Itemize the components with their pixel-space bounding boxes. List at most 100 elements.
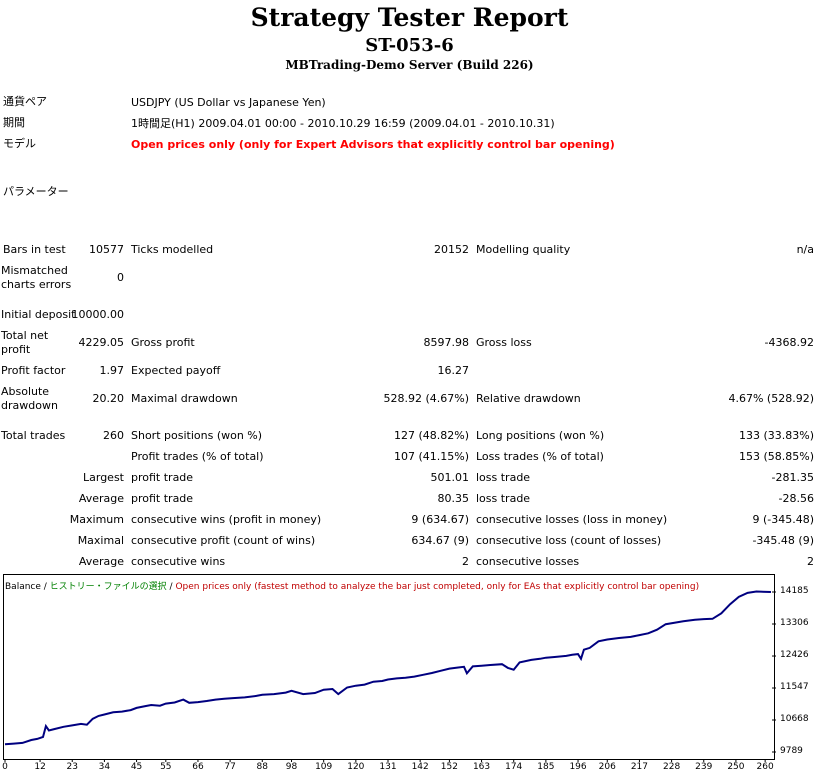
net-profit-label-1: Total net	[1, 329, 49, 342]
balance-chart-plot	[4, 590, 776, 762]
short-positions-label: Short positions (won %)	[131, 429, 263, 442]
x-tick-label: 55	[160, 762, 172, 772]
profit-factor-label: Profit factor	[1, 364, 66, 377]
avg-consecutive-losses-label: consecutive losses	[476, 555, 580, 568]
x-tick-label: 77	[224, 762, 236, 772]
mismatch-label-1: Mismatched	[1, 264, 68, 277]
max-consecutive-losses-value: 9 (-345.48)	[752, 513, 814, 526]
profit-trades-label: Profit trades (% of total)	[131, 450, 264, 463]
x-tick-label: 260	[756, 762, 774, 772]
absolute-drawdown-label-2: drawdown	[1, 399, 58, 412]
chart-legend: Balance / ヒストリー・ファイルの選択 / Open prices on…	[5, 579, 699, 592]
x-tick-label: 120	[347, 762, 365, 772]
long-positions-label: Long positions (won %)	[476, 429, 605, 442]
maximum-label: Maximum	[69, 513, 124, 526]
x-tick-label: 142	[411, 762, 429, 772]
max-consecutive-wins-label: consecutive wins (profit in money)	[131, 513, 322, 526]
legend-balance: Balance	[5, 582, 41, 592]
report-subtitle: ST-053-6	[365, 35, 454, 56]
maximal-consecutive-loss-label: consecutive loss (count of losses)	[476, 534, 662, 547]
x-tick-label: 88	[256, 762, 269, 772]
period-label: 期間	[3, 116, 25, 129]
parameters-label: パラメーター	[3, 185, 69, 198]
x-tick-label: 206	[598, 762, 616, 772]
largest-profit-value: 501.01	[430, 471, 470, 484]
legend-separator-2: /	[166, 582, 176, 592]
average-profit-value: 80.35	[437, 492, 470, 505]
total-trades-value: 260	[103, 429, 124, 442]
bars-value: 10577	[89, 243, 124, 256]
avg-consecutive-losses-value: 2	[807, 555, 814, 568]
largest-profit-label: profit trade	[131, 471, 194, 484]
absolute-drawdown-label-1: Absolute	[1, 385, 50, 398]
loss-trades-label: Loss trades (% of total)	[476, 450, 604, 463]
largest-loss-label: loss trade	[476, 471, 531, 484]
balance-chart	[3, 574, 775, 760]
relative-drawdown-label: Relative drawdown	[476, 392, 581, 405]
x-tick-label: 174	[505, 762, 523, 772]
x-tick-label: 185	[537, 762, 555, 772]
gross-profit-label: Gross profit	[131, 336, 195, 349]
ticks-label: Ticks modelled	[131, 243, 214, 256]
maximal-drawdown-value: 528.92 (4.67%)	[383, 392, 469, 405]
symbol-label: 通貨ペア	[3, 95, 47, 108]
legend-separator-1: /	[40, 582, 50, 592]
x-tick-label: 131	[379, 762, 397, 772]
x-tick-label: 109	[315, 762, 333, 772]
x-tick-label: 45	[130, 762, 143, 772]
avg-consecutive-wins-label: consecutive wins	[131, 555, 226, 568]
avg-consecutive-wins-value: 2	[462, 555, 469, 568]
mismatch-label-2: charts errors	[1, 278, 72, 291]
maximal-drawdown-label: Maximal drawdown	[131, 392, 238, 405]
gross-loss-value: -4368.92	[764, 336, 814, 349]
average-loss-value: -28.56	[778, 492, 814, 505]
y-tick-label: 13306	[780, 617, 809, 628]
quality-label: Modelling quality	[476, 243, 571, 256]
relative-drawdown-value: 4.67% (528.92)	[728, 392, 814, 405]
gross-loss-label: Gross loss	[476, 336, 532, 349]
legend-history: ヒストリー・ファイルの選択	[49, 582, 167, 592]
ticks-value: 20152	[434, 243, 469, 256]
net-profit-label-2: profit	[1, 343, 31, 356]
x-tick-label: 0	[2, 762, 8, 772]
maximal-consecutive-profit-value: 634.67 (9)	[411, 534, 469, 547]
balance-line	[4, 590, 772, 746]
maximal-consecutive-loss-value: -345.48 (9)	[752, 534, 814, 547]
expected-payoff-value: 16.27	[437, 364, 470, 377]
mismatch-value: 0	[117, 271, 124, 284]
y-tick-label: 9789	[780, 746, 803, 756]
x-tick-label: 23	[66, 762, 78, 772]
expected-payoff-label: Expected payoff	[131, 364, 221, 377]
absolute-drawdown-value: 20.20	[92, 392, 125, 405]
maximal-label: Maximal	[77, 534, 124, 547]
y-tick-label: 14185	[780, 586, 809, 596]
largest-loss-value: -281.35	[771, 471, 814, 484]
average-loss-label: loss trade	[476, 492, 531, 505]
x-tick-label: 66	[192, 762, 204, 772]
max-consecutive-losses-label: consecutive losses (loss in money)	[476, 513, 668, 526]
average-label: Average	[78, 492, 124, 505]
x-tick-label: 228	[663, 762, 681, 772]
deposit-value: 10000.00	[71, 308, 125, 321]
y-tick-label: 11547	[780, 682, 809, 692]
x-tick-label: 217	[630, 762, 649, 772]
loss-trades-value: 153 (58.85%)	[738, 450, 814, 463]
average-consecutive-label: Average	[78, 555, 124, 568]
largest-label: Largest	[83, 471, 124, 484]
y-tick-label: 12426	[780, 650, 809, 661]
symbol-value: USDJPY (US Dollar vs Japanese Yen)	[131, 96, 326, 109]
profit-factor-value: 1.97	[99, 364, 125, 377]
profit-trades-value: 107 (41.15%)	[393, 450, 469, 463]
x-tick-label: 34	[98, 762, 111, 772]
x-tick-label: 12	[34, 762, 46, 772]
model-value: Open prices only (only for Expert Adviso…	[131, 138, 615, 151]
y-tick-label: 10668	[780, 714, 809, 724]
bars-label: Bars in test	[3, 243, 66, 256]
x-tick-label: 98	[285, 762, 298, 772]
average-profit-label: profit trade	[131, 492, 194, 505]
quality-value: n/a	[796, 243, 814, 256]
x-tick-label: 152	[440, 762, 458, 772]
report-title: Strategy Tester Report	[250, 3, 569, 32]
x-tick-label: 250	[727, 762, 745, 772]
deposit-label: Initial deposit	[1, 308, 76, 321]
